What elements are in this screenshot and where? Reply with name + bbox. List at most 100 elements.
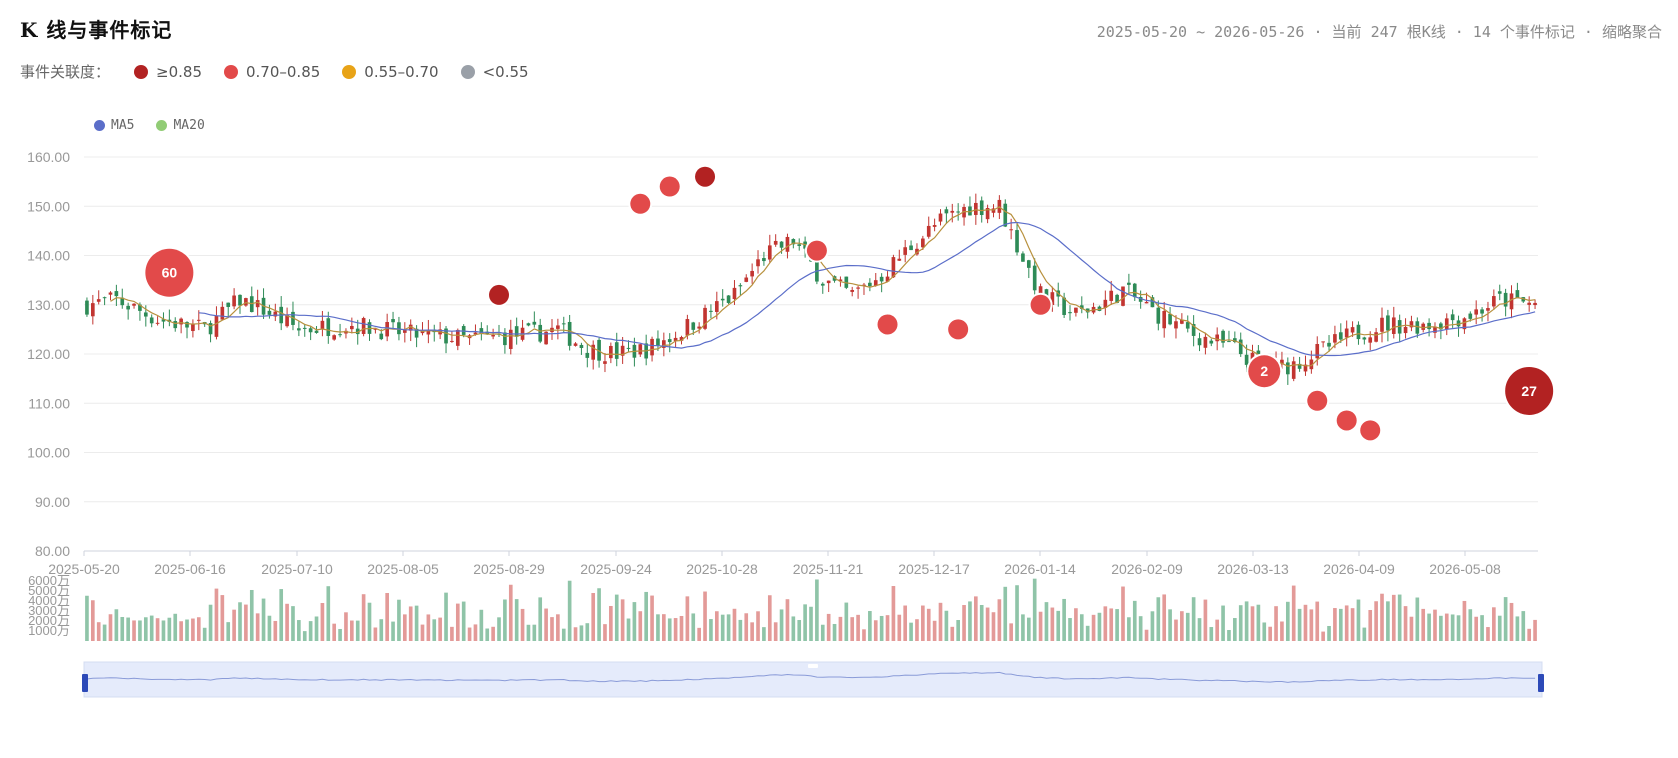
volume-bar	[273, 620, 278, 641]
candle-body	[561, 323, 566, 325]
volume-bar	[385, 592, 389, 641]
data-zoom-slider[interactable]	[82, 661, 1544, 698]
candle-body	[1362, 337, 1367, 340]
candle-body	[191, 324, 195, 332]
candle-body	[685, 319, 690, 336]
candle-body	[149, 317, 154, 324]
volume-bar	[1244, 601, 1249, 641]
volume-bar	[1103, 606, 1108, 641]
zoom-handle-left	[82, 674, 88, 692]
candle-body	[932, 225, 937, 227]
chart-title: K 线与事件标记	[20, 18, 173, 42]
volume-bar	[650, 595, 654, 641]
candle-body	[1150, 297, 1155, 308]
candle-body	[473, 332, 478, 335]
volume-bar	[1527, 628, 1531, 641]
volume-bar	[308, 621, 313, 641]
candle-body	[1533, 302, 1537, 306]
volume-bar	[461, 601, 466, 641]
volume-tick-label: 3000万	[28, 603, 70, 618]
candle-body	[567, 321, 572, 346]
volume-tick-label: 5000万	[28, 583, 70, 598]
volume-bar	[1009, 623, 1013, 641]
candle-body	[779, 241, 784, 248]
volume-bar	[879, 615, 884, 641]
volume-bar	[862, 629, 866, 641]
volume-bar	[1444, 613, 1449, 641]
candle-body	[220, 306, 225, 320]
candle-body	[1480, 309, 1484, 314]
candle-body	[873, 280, 878, 286]
candle-body	[903, 247, 908, 255]
candle-body	[120, 297, 125, 306]
x-tick-label: 2025-08-05	[367, 561, 439, 577]
volume-bar	[709, 619, 713, 641]
candle-body	[1285, 362, 1290, 375]
candle-body	[1350, 327, 1355, 333]
candle-body	[744, 277, 749, 282]
candle-body	[426, 329, 431, 335]
candle-body	[308, 328, 313, 333]
volume-bar	[979, 604, 984, 641]
candle-body	[691, 322, 696, 330]
candle-body	[461, 326, 466, 335]
volume-bar	[697, 627, 701, 641]
volume-bar	[938, 602, 943, 641]
candle-body	[1015, 230, 1019, 253]
volume-bar	[467, 627, 472, 641]
candle-body	[614, 342, 619, 359]
volume-bar	[91, 600, 95, 641]
candle-body	[96, 299, 101, 302]
volume-bar	[1203, 599, 1208, 641]
event-markers[interactable]: 60 2 27	[143, 164, 1556, 443]
volume-bar	[591, 593, 596, 641]
ma20-legend-item[interactable]: MA20	[156, 118, 205, 133]
volume-bar	[991, 612, 996, 641]
volume-bar	[149, 615, 154, 641]
candle-body	[609, 345, 613, 359]
legend-label: ≥0.85	[156, 62, 202, 81]
candle-body	[238, 294, 242, 306]
x-tick-label: 2025-06-16	[154, 561, 226, 577]
legend-item-low[interactable]: <0.55	[460, 63, 529, 81]
candle-body	[544, 331, 548, 345]
volume-bar	[1291, 585, 1296, 641]
zoom-preview-line	[86, 671, 1536, 683]
volume-bar	[373, 627, 378, 641]
event-marker	[489, 284, 510, 305]
volume-bar	[355, 620, 360, 641]
volume-bar	[1121, 586, 1125, 641]
legend-item-mid-high[interactable]: 0.70–0.85	[223, 63, 320, 81]
volume-bar	[532, 624, 537, 641]
volume-bar	[1127, 617, 1131, 641]
candle-body	[1444, 318, 1449, 329]
x-tick-label: 2026-03-13	[1217, 561, 1289, 577]
candle-body	[1315, 344, 1320, 359]
candle-body	[556, 325, 560, 329]
grid-lines	[84, 156, 1538, 552]
candle-body	[909, 245, 913, 251]
candle-body	[1115, 294, 1119, 303]
candle-body	[397, 322, 401, 335]
event-marker	[1360, 420, 1381, 441]
event-marker	[630, 193, 651, 214]
volume-bar	[1221, 605, 1225, 641]
candle-body	[138, 304, 142, 311]
legend-item-mid[interactable]: 0.55–0.70	[342, 63, 439, 81]
candle-body	[767, 245, 772, 260]
volume-bar	[503, 599, 507, 641]
legend-item-high[interactable]: ≥0.85	[134, 63, 202, 81]
candle-body	[991, 208, 996, 213]
volume-bar	[809, 606, 813, 641]
volume-bar	[1497, 615, 1502, 641]
candle-body	[1321, 341, 1325, 343]
ma5-legend-item[interactable]: MA5	[94, 118, 134, 133]
candle-body	[703, 307, 707, 329]
candle-body	[143, 312, 148, 317]
volume-bar	[420, 624, 425, 641]
candle-body	[1386, 315, 1390, 331]
volume-bar	[520, 608, 525, 641]
volume-bar	[791, 616, 796, 641]
volume-bar	[691, 613, 696, 641]
